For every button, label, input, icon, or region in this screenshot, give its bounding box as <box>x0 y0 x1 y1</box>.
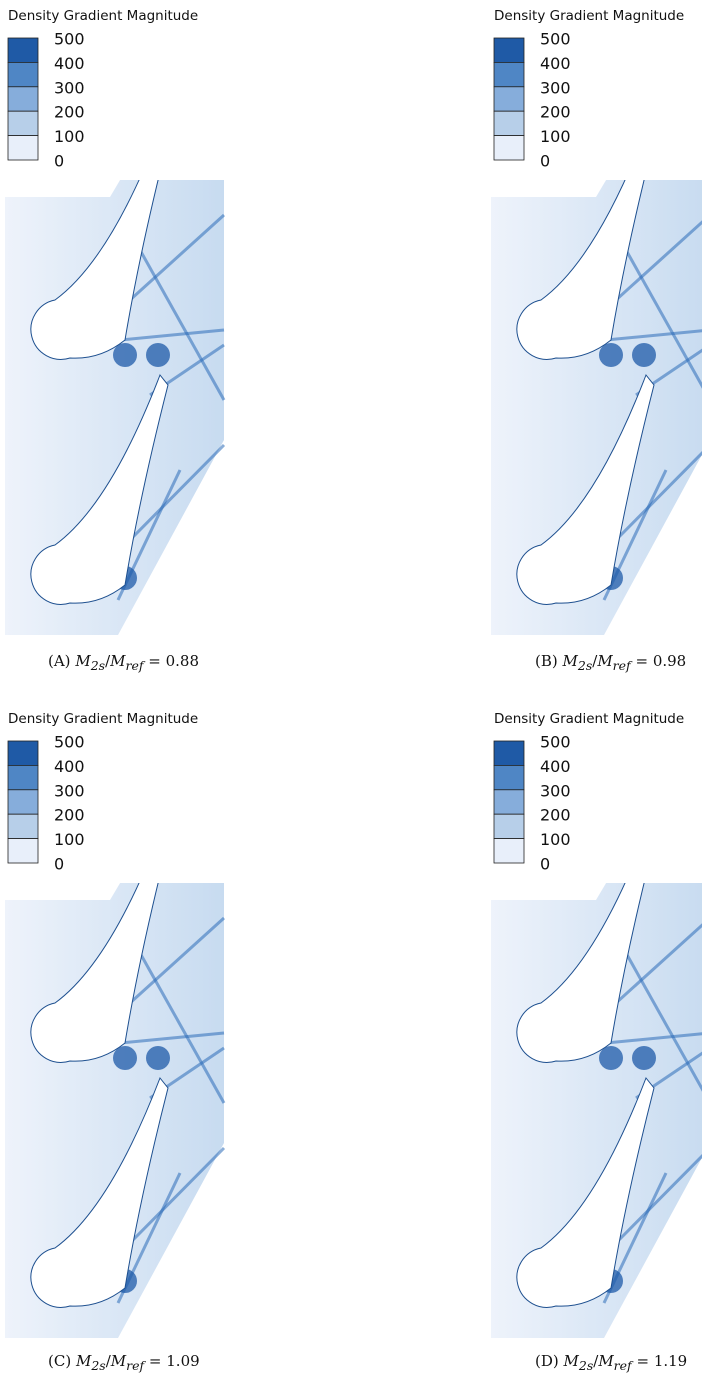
caption-symbol: M <box>75 652 90 670</box>
legend-label: 300 <box>54 78 85 97</box>
panel: Density Gradient Magnitude 500 400 300 200 10… <box>486 703 702 1343</box>
legend-title: Density Gradient Magnitude <box>494 711 684 727</box>
legend-band <box>494 839 524 863</box>
contour-plot: Density Gradient Magnitude 500 400 300 200 10… <box>486 0 702 640</box>
legend-band <box>494 62 524 86</box>
legend-label: 100 <box>540 830 571 849</box>
legend-label: 500 <box>540 30 571 49</box>
legend-label: 300 <box>54 781 85 800</box>
figure: Density Gradient Magnitude 500 400 300 200 10… <box>0 0 702 1380</box>
caption-eq: = <box>636 1352 649 1370</box>
legend-label: 200 <box>540 103 571 122</box>
legend-label: 0 <box>540 855 550 874</box>
panel: Density Gradient Magnitude 500 400 300 200 10… <box>486 0 702 640</box>
caption-subscript: ref <box>125 658 143 673</box>
legend-title: Density Gradient Magnitude <box>8 711 198 727</box>
contour-plot: Density Gradient Magnitude 500 400 300 200 10… <box>0 0 240 640</box>
caption-symbol: M <box>111 1352 126 1370</box>
caption-label: (B) <box>535 652 558 670</box>
legend-band <box>494 765 524 789</box>
legend-label: 200 <box>540 806 571 825</box>
legend-label: 0 <box>54 152 64 171</box>
caption-subscript: 2s <box>578 658 592 673</box>
legend-label: 100 <box>540 127 571 146</box>
contour-plot: Density Gradient Magnitude 500 400 300 200 10… <box>0 703 240 1343</box>
legend-band <box>8 790 38 814</box>
legend-band <box>494 111 524 135</box>
caption: (D) M2s/Mref = 1.19 <box>535 1352 687 1373</box>
caption-value: 0.88 <box>166 652 199 670</box>
caption-label: (A) <box>48 652 71 670</box>
legend-band <box>8 136 38 160</box>
legend-band <box>494 136 524 160</box>
caption-eq: = <box>635 652 648 670</box>
legend-label: 300 <box>540 781 571 800</box>
legend-band <box>494 790 524 814</box>
legend-label: 400 <box>540 54 571 73</box>
caption-label: (C) <box>48 1352 71 1370</box>
panel: Density Gradient Magnitude 500 400 300 200 10… <box>0 703 240 1343</box>
caption-symbol: M <box>597 652 612 670</box>
legend-band <box>8 839 38 863</box>
panel: Density Gradient Magnitude 500 400 300 200 10… <box>0 0 240 640</box>
caption-subscript: ref <box>126 1358 144 1373</box>
caption: (A) M2s/Mref = 0.88 <box>48 652 199 673</box>
legend-label: 200 <box>54 103 85 122</box>
caption-symbol: M <box>598 1352 613 1370</box>
caption-subscript: 2s <box>91 658 105 673</box>
caption-value: 1.19 <box>654 1352 687 1370</box>
caption-symbol: M <box>76 1352 91 1370</box>
legend-band <box>494 814 524 838</box>
legend-band <box>494 38 524 62</box>
legend-label: 500 <box>54 30 85 49</box>
shock-spot <box>146 343 170 367</box>
legend-band <box>8 38 38 62</box>
caption: (B) M2s/Mref = 0.98 <box>535 652 686 673</box>
caption-subscript: 2s <box>579 1358 593 1373</box>
legend-title: Density Gradient Magnitude <box>494 8 684 24</box>
shock-spot <box>146 1046 170 1070</box>
caption-label: (D) <box>535 1352 559 1370</box>
legend-label: 500 <box>540 733 571 752</box>
legend-title: Density Gradient Magnitude <box>8 8 198 24</box>
legend-label: 100 <box>54 127 85 146</box>
legend-label: 0 <box>54 855 64 874</box>
legend-label: 400 <box>54 54 85 73</box>
caption-symbol: M <box>110 652 125 670</box>
caption-symbol: M <box>564 1352 579 1370</box>
contour-plot: Density Gradient Magnitude 500 400 300 200 10… <box>486 703 702 1343</box>
legend-band <box>8 741 38 765</box>
legend-band <box>8 111 38 135</box>
caption-eq: = <box>149 1352 162 1370</box>
legend-label: 0 <box>540 152 550 171</box>
legend-label: 500 <box>54 733 85 752</box>
legend-label: 400 <box>540 757 571 776</box>
legend-label: 400 <box>54 757 85 776</box>
legend-label: 200 <box>54 806 85 825</box>
caption-subscript: 2s <box>91 1358 105 1373</box>
legend-label: 100 <box>54 830 85 849</box>
legend-label: 300 <box>540 78 571 97</box>
caption-subscript: ref <box>614 1358 632 1373</box>
legend-band <box>8 814 38 838</box>
caption-subscript: ref <box>613 658 631 673</box>
legend-band <box>8 765 38 789</box>
caption-value: 0.98 <box>653 652 686 670</box>
legend-band <box>494 87 524 111</box>
shock-spot <box>632 1046 656 1070</box>
shock-spot <box>632 343 656 367</box>
caption-eq: = <box>148 652 161 670</box>
legend-band <box>494 741 524 765</box>
legend-band <box>8 87 38 111</box>
caption: (C) M2s/Mref = 1.09 <box>48 1352 200 1373</box>
legend-band <box>8 62 38 86</box>
caption-value: 1.09 <box>166 1352 199 1370</box>
caption-symbol: M <box>563 652 578 670</box>
